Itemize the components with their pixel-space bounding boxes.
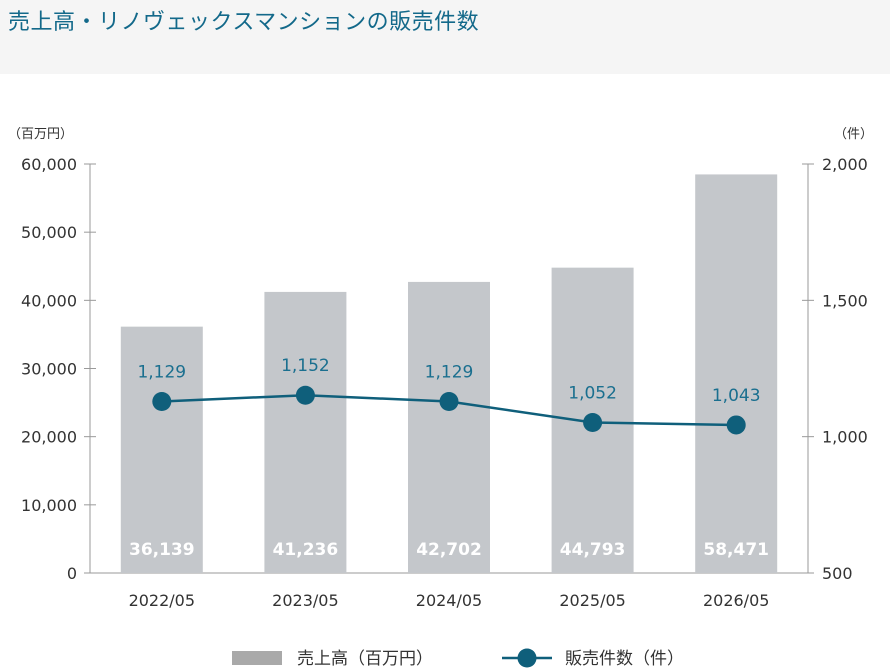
left-axis-unit: （百万円） xyxy=(8,127,73,142)
axes-group: 0 10,000 20,000 30,000 40,000 50,000 60,000 500… xyxy=(8,127,873,610)
legend-bar-label: 売上高（百万円） xyxy=(297,649,433,669)
bar xyxy=(695,174,778,574)
line-point xyxy=(295,385,315,405)
bar-value-label: 44,793 xyxy=(560,540,626,560)
right-axis-unit: （件） xyxy=(834,127,873,142)
right-tick-label: 500 xyxy=(822,564,853,583)
line-group: 1,129 1,152 1,129 1,052 1,043 xyxy=(137,356,761,435)
bar xyxy=(408,281,490,573)
line-value-label: 1,152 xyxy=(281,356,330,376)
left-tick-label: 30,000 xyxy=(21,360,77,379)
bar-value-label: 58,471 xyxy=(703,540,769,560)
x-tick-label: 2022/05 xyxy=(129,591,195,610)
left-tick-label: 40,000 xyxy=(21,291,77,310)
chart-title: 売上高・リノヴェックスマンションの販売件数 xyxy=(8,10,480,35)
right-tick-label: 1,500 xyxy=(822,291,868,310)
line-point xyxy=(583,412,603,432)
left-tick-label: 60,000 xyxy=(21,155,77,174)
line-point xyxy=(726,415,746,435)
left-tick-label: 50,000 xyxy=(21,223,77,242)
x-tick-label: 2025/05 xyxy=(559,591,625,610)
line-value-label: 1,129 xyxy=(137,362,186,382)
title-band xyxy=(0,0,890,74)
x-tick-label: 2024/05 xyxy=(416,591,482,610)
line-point xyxy=(152,391,172,411)
x-tick-label: 2026/05 xyxy=(703,591,769,610)
bar-value-label: 36,139 xyxy=(129,540,195,560)
legend-bar-swatch xyxy=(232,651,282,665)
right-tick-label: 1,000 xyxy=(822,428,868,447)
legend: 売上高（百万円） 販売件数（件） xyxy=(232,648,684,669)
legend-line-marker xyxy=(517,648,537,668)
line-value-label: 1,043 xyxy=(712,386,761,406)
legend-line-label: 販売件数（件） xyxy=(565,649,684,669)
line-value-label: 1,129 xyxy=(425,362,474,382)
right-tick-label: 2,000 xyxy=(822,155,868,174)
left-tick-label: 0 xyxy=(67,564,77,583)
bar xyxy=(120,326,203,573)
line-point xyxy=(439,391,459,411)
line-value-label: 1,052 xyxy=(568,383,617,403)
bar-value-label: 42,702 xyxy=(416,540,482,560)
left-tick-label: 10,000 xyxy=(21,496,77,515)
bar-value-label: 41,236 xyxy=(273,540,339,560)
left-tick-label: 20,000 xyxy=(21,428,77,447)
x-tick-label: 2023/05 xyxy=(272,591,338,610)
bar xyxy=(264,291,347,573)
